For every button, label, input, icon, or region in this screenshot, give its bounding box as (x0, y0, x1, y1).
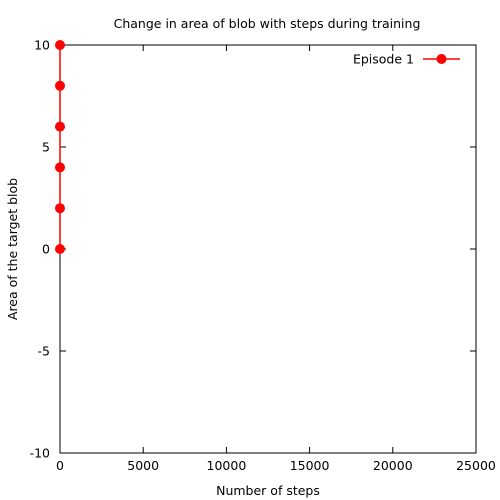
series-layer (55, 40, 65, 254)
y-tick-label: 0 (42, 242, 50, 257)
data-point (55, 40, 65, 50)
axis-ticks: 0 5000 10000 15000 20000 25000 -10 -5 0 5 10 (30, 38, 496, 474)
x-tick-label: 0 (56, 458, 64, 473)
legend: Episode 1 (353, 52, 460, 67)
x-tick-label: 20000 (373, 458, 413, 473)
chart-title: Change in area of blob with steps during… (114, 16, 421, 31)
data-point (55, 203, 65, 214)
y-axis-label: Area of the target blob (5, 178, 20, 320)
y-tick-label: 5 (42, 140, 50, 155)
data-point (55, 80, 65, 91)
x-tick-label: 5000 (127, 458, 159, 473)
legend-label: Episode 1 (353, 52, 414, 67)
x-tick-label: 10000 (207, 458, 247, 473)
x-tick-label: 15000 (290, 458, 330, 473)
x-axis-label: Number of steps (216, 483, 320, 498)
data-point (55, 244, 65, 254)
data-point (55, 162, 65, 173)
y-tick-label: -10 (30, 446, 50, 461)
legend-marker (436, 54, 447, 64)
y-tick-label: -5 (38, 344, 50, 359)
plot-frame (59, 44, 477, 454)
data-point (55, 121, 65, 132)
x-tick-label: 25000 (456, 458, 496, 473)
y-tick-label: 10 (34, 38, 50, 53)
